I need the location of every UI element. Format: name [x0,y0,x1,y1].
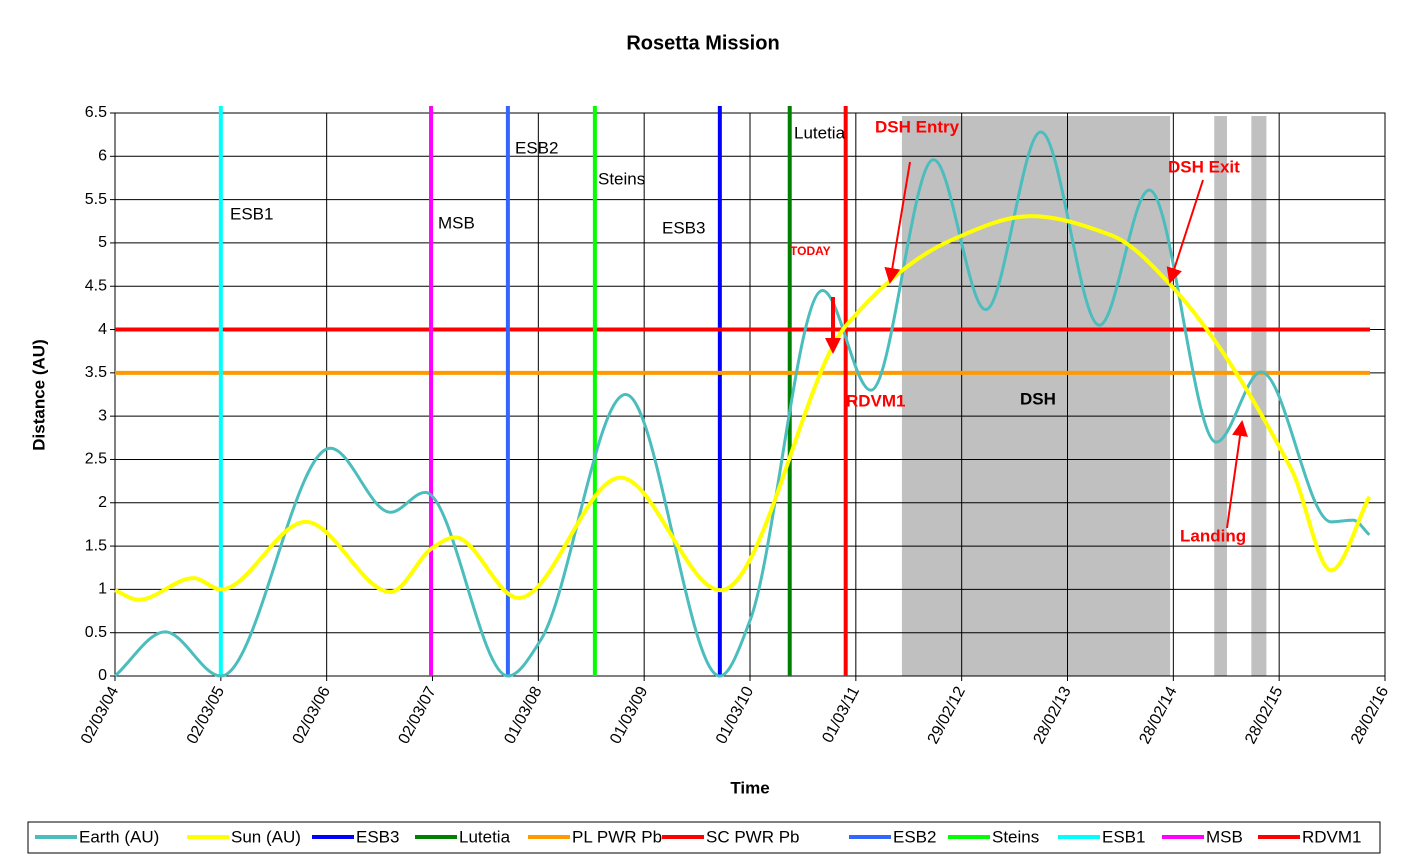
legend-label: Sun (AU) [231,827,301,846]
annotation: DSH Exit [1168,157,1240,176]
annotation: MSB [438,213,475,232]
y-tick-label: 4.5 [85,277,107,294]
shaded-region [1214,116,1227,676]
legend-label: Earth (AU) [79,827,159,846]
annotation: Steins [598,169,645,188]
plot-border [114,112,1386,677]
legend-label: PL PWR Pb [572,827,662,846]
legend-label: ESB2 [893,827,936,846]
y-tick-label: 0.5 [85,624,107,641]
shaded-region [901,116,1171,676]
annotation: TODAY [790,244,831,258]
y-tick-label: 3.5 [85,364,107,381]
y-tick-label: 3 [98,407,107,424]
plot-area: 00.511.522.533.544.555.566.502/03/04 02/0… [78,104,1392,747]
y-tick-label: 2 [98,494,107,511]
arrow [884,161,911,284]
annotation: DSH [1020,389,1056,408]
legend-label: Lutetia [459,827,511,846]
legend-label: ESB1 [1102,827,1145,846]
arrow [1166,179,1204,284]
y-tick-label: 2.5 [85,451,107,468]
y-tick-label: 1 [98,581,107,598]
annotation: ESB3 [662,218,705,237]
y-tick-label: 5.5 [85,191,107,208]
legend-label: Steins [992,827,1039,846]
chart-title: Rosetta Mission [626,32,779,54]
annotation: DSH Entry [875,117,960,136]
y-tick-label: 5 [98,234,107,251]
legend-label: ESB3 [356,827,399,846]
y-tick-label: 6 [98,148,107,165]
legend-label: RDVM1 [1302,827,1362,846]
x-axis-label: Time [730,778,769,797]
annotations: ESB1 MSB ESB2 Steins ESB3 Lutetia DSH En… [230,117,1248,545]
y-tick-label: 0 [98,667,107,684]
legend-label: MSB [1206,827,1243,846]
annotation: RDVM1 [846,391,906,410]
legend [27,821,1381,854]
y-tick-label: 1.5 [85,537,107,554]
annotation: ESB2 [515,138,558,157]
data-line [114,130,1371,678]
shaded-region [1251,116,1267,676]
annotation: Lutetia [794,123,846,142]
data-line [114,214,1372,602]
legend-items: Earth (AU) Sun (AU) ESB3 Lutetia PL PWR Pb SC… [35,827,1362,846]
arrow [1226,420,1248,529]
annotation: ESB1 [230,204,273,223]
y-tick-label: 6.5 [85,104,107,121]
y-tick-label: 4 [98,321,107,338]
y-axis-label: Distance (AU) [29,339,48,450]
annotation: Landing [1180,526,1246,545]
legend-label: SC PWR Pb [706,827,800,846]
